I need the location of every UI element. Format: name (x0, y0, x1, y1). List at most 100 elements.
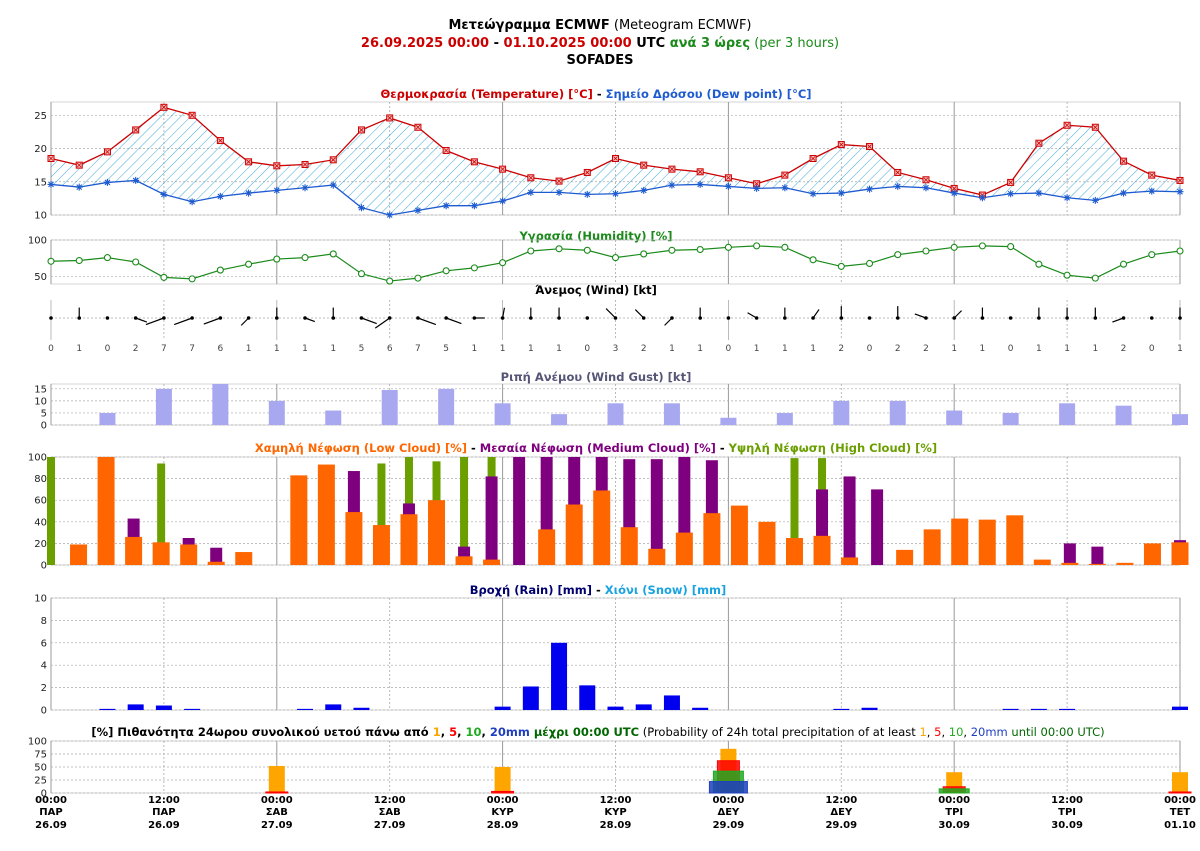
low-cloud-bar (1116, 562, 1134, 565)
humidity-point (470, 264, 478, 272)
dewpoint-point (555, 188, 563, 196)
header-location: SOFADES (566, 53, 634, 68)
wind-speed-label: 2 (641, 344, 647, 354)
probability-ytick: 100 (28, 737, 47, 748)
rain-bar (184, 708, 201, 710)
dewpoint-point (188, 198, 196, 206)
dewpoint-point (245, 189, 253, 197)
x-date-label: 27.09 (261, 820, 293, 831)
low-cloud-bar (565, 504, 583, 565)
low-cloud-bar (841, 557, 859, 565)
dewpoint-point (160, 190, 168, 198)
low-cloud-bar (1171, 542, 1189, 565)
humidity-point (1120, 260, 1128, 268)
rain-bar (833, 708, 850, 710)
wind-speed-label: 1 (782, 344, 788, 354)
temperature-point-mark (1036, 140, 1042, 146)
x-day-label: ΚΥΡ (604, 807, 626, 818)
low-cloud-bar (593, 490, 611, 565)
humidity-ytick: 50 (34, 272, 47, 283)
prob-te20: 20mm (971, 725, 1008, 739)
low-cloud-bar (317, 464, 335, 565)
probability-ytick: 25 (34, 776, 47, 787)
header-date-to: 01.10.2025 00:00 (503, 36, 632, 51)
humidity-point (1007, 243, 1015, 251)
humidity-point (837, 262, 845, 270)
x-date-label: 29.09 (713, 820, 745, 831)
wind-gust-ytick: 0 (41, 421, 47, 432)
dewpoint-point (499, 197, 507, 205)
wind-barb (304, 317, 316, 323)
high-cloud-bar (377, 463, 386, 565)
x-date-label: 26.09 (35, 820, 67, 831)
probability-bar-p5 (1168, 791, 1192, 794)
cloud-ytick: 20 (34, 539, 47, 550)
dewpoint-point (103, 178, 111, 186)
rain-title-sep: - (592, 583, 605, 597)
x-time-label: 12:00 (148, 795, 180, 806)
dewpoint-point (527, 188, 535, 196)
dewpoint-point (724, 182, 732, 190)
wind-gust-bar (1002, 412, 1019, 425)
rain-panel: Βροχή (Rain) [mm] - Χιόνι (Snow) [mm] 0 2… (34, 583, 1188, 717)
wind-gust-bar (833, 400, 850, 425)
wind-barb (953, 310, 963, 319)
humidity-point (781, 243, 789, 251)
humidity-point (442, 267, 450, 275)
humidity-point (696, 245, 704, 254)
temperature-point-mark (274, 163, 280, 169)
prob-te1: 1 (919, 725, 926, 739)
medium-cloud-bar (513, 457, 526, 565)
dewpoint-point (1063, 194, 1071, 202)
rain-bar (353, 707, 370, 710)
wind-gust-bar (889, 400, 906, 425)
wind-speed-label: 7 (161, 344, 167, 354)
wind-speed-label: 1 (246, 344, 252, 354)
x-day-label: ΔΕΥ (717, 807, 740, 818)
low-cloud-bar (896, 549, 914, 565)
dewpoint-point (1148, 187, 1156, 195)
temperature-point-mark (1008, 180, 1013, 185)
humidity-point (724, 243, 732, 251)
wind-barb (145, 317, 165, 326)
humidity-point (865, 259, 874, 268)
humidity-point (188, 275, 196, 283)
wind-speed-label: 2 (838, 344, 844, 354)
cloud-panel-title: Χαμηλή Νέφωση (Low Cloud) [%] - Μεσαία Ν… (255, 441, 937, 455)
wind-gust-bar (607, 403, 624, 425)
rain-ytick: 8 (41, 616, 47, 627)
low-cloud-bar (1088, 563, 1106, 565)
rain-ytick: 4 (41, 661, 47, 672)
wind-speed-label: 1 (528, 344, 534, 354)
wind-speed-label: 7 (415, 344, 421, 354)
humidity-point (1176, 247, 1184, 255)
humidity-point (301, 254, 309, 262)
humidity-point (555, 245, 563, 253)
temperature-point-mark (923, 177, 929, 183)
cloud-ytick: 60 (34, 496, 47, 507)
humidity-point (809, 256, 817, 264)
low-cloud-bar (483, 559, 501, 565)
rain-bar (155, 705, 172, 710)
temperature-point-mark (218, 138, 223, 143)
wind-station-dot (867, 316, 872, 320)
low-cloud-bar (538, 529, 556, 565)
humidity-point (527, 247, 535, 255)
dewpoint-point (75, 183, 83, 191)
low-cloud-bar (345, 512, 363, 565)
low-cloud-bar (97, 457, 115, 565)
wind-barb (203, 317, 221, 325)
dewpoint-point (781, 184, 789, 192)
high-cloud-bar (790, 458, 799, 565)
medium-cloud-bar (210, 547, 223, 565)
temperature-point-mark (556, 178, 562, 184)
x-day-label: ΠΑΡ (152, 807, 175, 818)
dewpoint-point (696, 180, 704, 188)
rain-ytick: 10 (34, 594, 47, 605)
temperature-point-mark (133, 127, 138, 133)
temperature-point-mark (810, 156, 816, 161)
wind-gust-ytick: 15 (34, 384, 47, 395)
humidity-point (103, 254, 111, 262)
humidity-point (160, 273, 168, 281)
x-date-label: 30.09 (938, 820, 970, 831)
